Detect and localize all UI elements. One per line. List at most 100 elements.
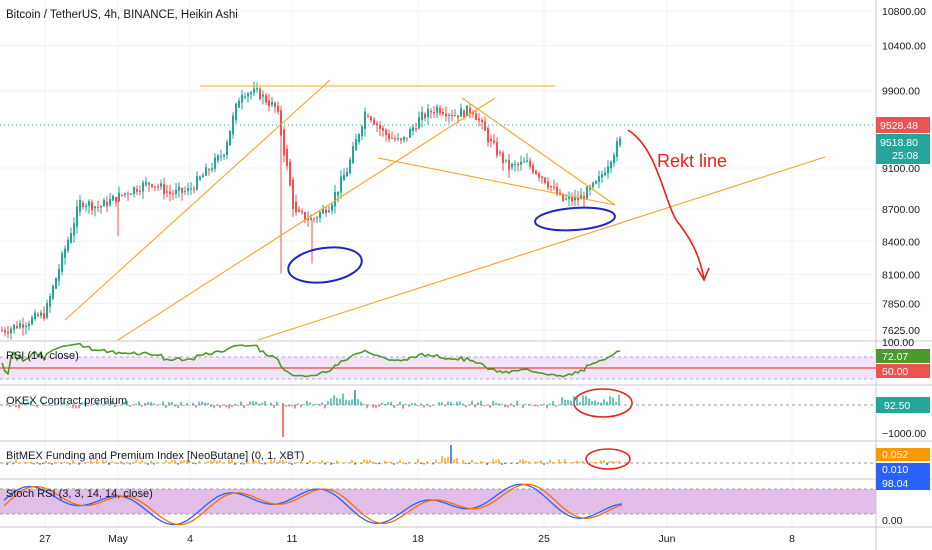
candle-body — [211, 168, 213, 170]
candle-body — [361, 126, 363, 137]
time-axis-label: 18 — [412, 533, 424, 545]
candle-body — [598, 176, 600, 182]
candle-body — [229, 130, 231, 146]
candle-body — [451, 114, 453, 116]
stoch-current-tag — [876, 476, 930, 490]
price-axis-label: 7625.00 — [882, 325, 920, 337]
time-axis-label: 11 — [287, 533, 298, 545]
candle-body — [289, 161, 291, 186]
candle-body — [487, 128, 489, 143]
candle-body — [223, 154, 225, 157]
candle-body — [358, 134, 360, 142]
funding-tag — [876, 448, 930, 461]
trendline[interactable] — [257, 156, 826, 341]
candle-body — [187, 188, 189, 192]
candle-body — [604, 172, 606, 176]
candle-body — [433, 112, 435, 114]
candle-body — [31, 317, 33, 325]
candle-body — [490, 138, 492, 141]
rekt-arrow-head — [696, 267, 710, 282]
candle-body — [496, 142, 498, 156]
candle-body — [25, 325, 27, 327]
candle-body — [16, 325, 18, 329]
candle-body — [607, 166, 609, 174]
candle-body — [601, 174, 603, 178]
candle-body — [379, 124, 381, 129]
candle-body — [214, 157, 216, 169]
countdown-label: 25:08 — [892, 150, 918, 162]
time-axis[interactable]: 27 May 4 11 18 25 Jun 8 — [39, 533, 795, 545]
candle-body — [421, 112, 423, 120]
candle-body — [175, 189, 177, 194]
candle-body — [526, 160, 528, 162]
price-axis-label: 10800.00 — [882, 6, 926, 18]
candle-body — [511, 164, 513, 168]
candle-body — [94, 206, 96, 209]
trendline-drawings[interactable] — [64, 79, 826, 341]
candle-body — [172, 193, 174, 195]
rsi-level-tag — [876, 364, 930, 378]
candle-body — [430, 110, 432, 113]
candle-body — [409, 128, 411, 138]
bitmex-pane[interactable]: BitMEX Funding and Premium Index [NeoBut… — [0, 445, 876, 466]
candle-body — [541, 176, 543, 179]
candle-body — [37, 314, 39, 317]
candle-body — [328, 210, 330, 213]
candle-body — [292, 179, 294, 210]
trendline[interactable] — [117, 97, 496, 341]
candle-body — [442, 111, 444, 115]
candle-body — [313, 218, 315, 220]
candle-body — [166, 191, 168, 193]
stoch-pane[interactable]: Stoch RSI (3, 3, 14, 14, close) — [0, 483, 876, 526]
candle-body — [109, 199, 111, 206]
rsi-pane[interactable]: RSI (14, close) — [0, 342, 876, 380]
candle-body — [403, 136, 405, 140]
candle-body — [298, 209, 300, 212]
trendline[interactable] — [64, 79, 331, 321]
price-axis[interactable]: 10800.00 10400.00 9900.00 9100.00 8700.00 840… — [882, 6, 926, 527]
candle-body — [562, 193, 564, 201]
candle-body — [250, 92, 252, 95]
candle-body — [154, 186, 156, 188]
candle-body — [478, 118, 480, 121]
trendline[interactable] — [377, 157, 616, 206]
trendline[interactable] — [461, 97, 616, 206]
candle-body — [286, 148, 288, 167]
candle-body — [475, 113, 477, 121]
price-axis-label: 8400.00 — [882, 236, 920, 248]
candle-body — [271, 102, 273, 105]
candle-body — [184, 191, 186, 193]
candle-body — [58, 268, 60, 281]
candle-body — [514, 163, 516, 165]
bitmex-title: BitMEX Funding and Premium Index [NeoBut… — [6, 450, 304, 462]
candle-body — [88, 201, 90, 206]
current-price-tag — [876, 134, 930, 164]
candle-body — [262, 94, 264, 97]
candle-body — [571, 197, 573, 202]
red-circle-funding — [585, 448, 631, 470]
candle-body — [157, 186, 159, 188]
candle-body — [460, 108, 462, 117]
candle-body — [181, 187, 183, 193]
candle-body — [244, 96, 246, 98]
candle-body — [592, 182, 594, 188]
candle-body — [82, 202, 84, 207]
candle-body — [274, 102, 276, 107]
candle-body — [394, 138, 396, 140]
sub-axis-label: −1000.00 — [882, 428, 926, 440]
candle-body — [583, 196, 585, 200]
annotation-group[interactable]: Rekt line — [286, 129, 727, 470]
candle-body — [226, 142, 228, 156]
candle-body — [352, 146, 354, 163]
candle-body — [553, 186, 555, 188]
okex-pane[interactable]: OKEX Contract premium — [0, 390, 876, 437]
candle-body — [70, 232, 72, 243]
candle-body — [373, 119, 375, 125]
funding-label: 0.052 — [882, 449, 908, 461]
candle-body — [217, 155, 219, 161]
okex-histogram — [3, 390, 620, 437]
candle-body — [55, 278, 57, 289]
sub-axis-label: 0.00 — [882, 515, 903, 527]
rsi-line — [1, 342, 621, 378]
